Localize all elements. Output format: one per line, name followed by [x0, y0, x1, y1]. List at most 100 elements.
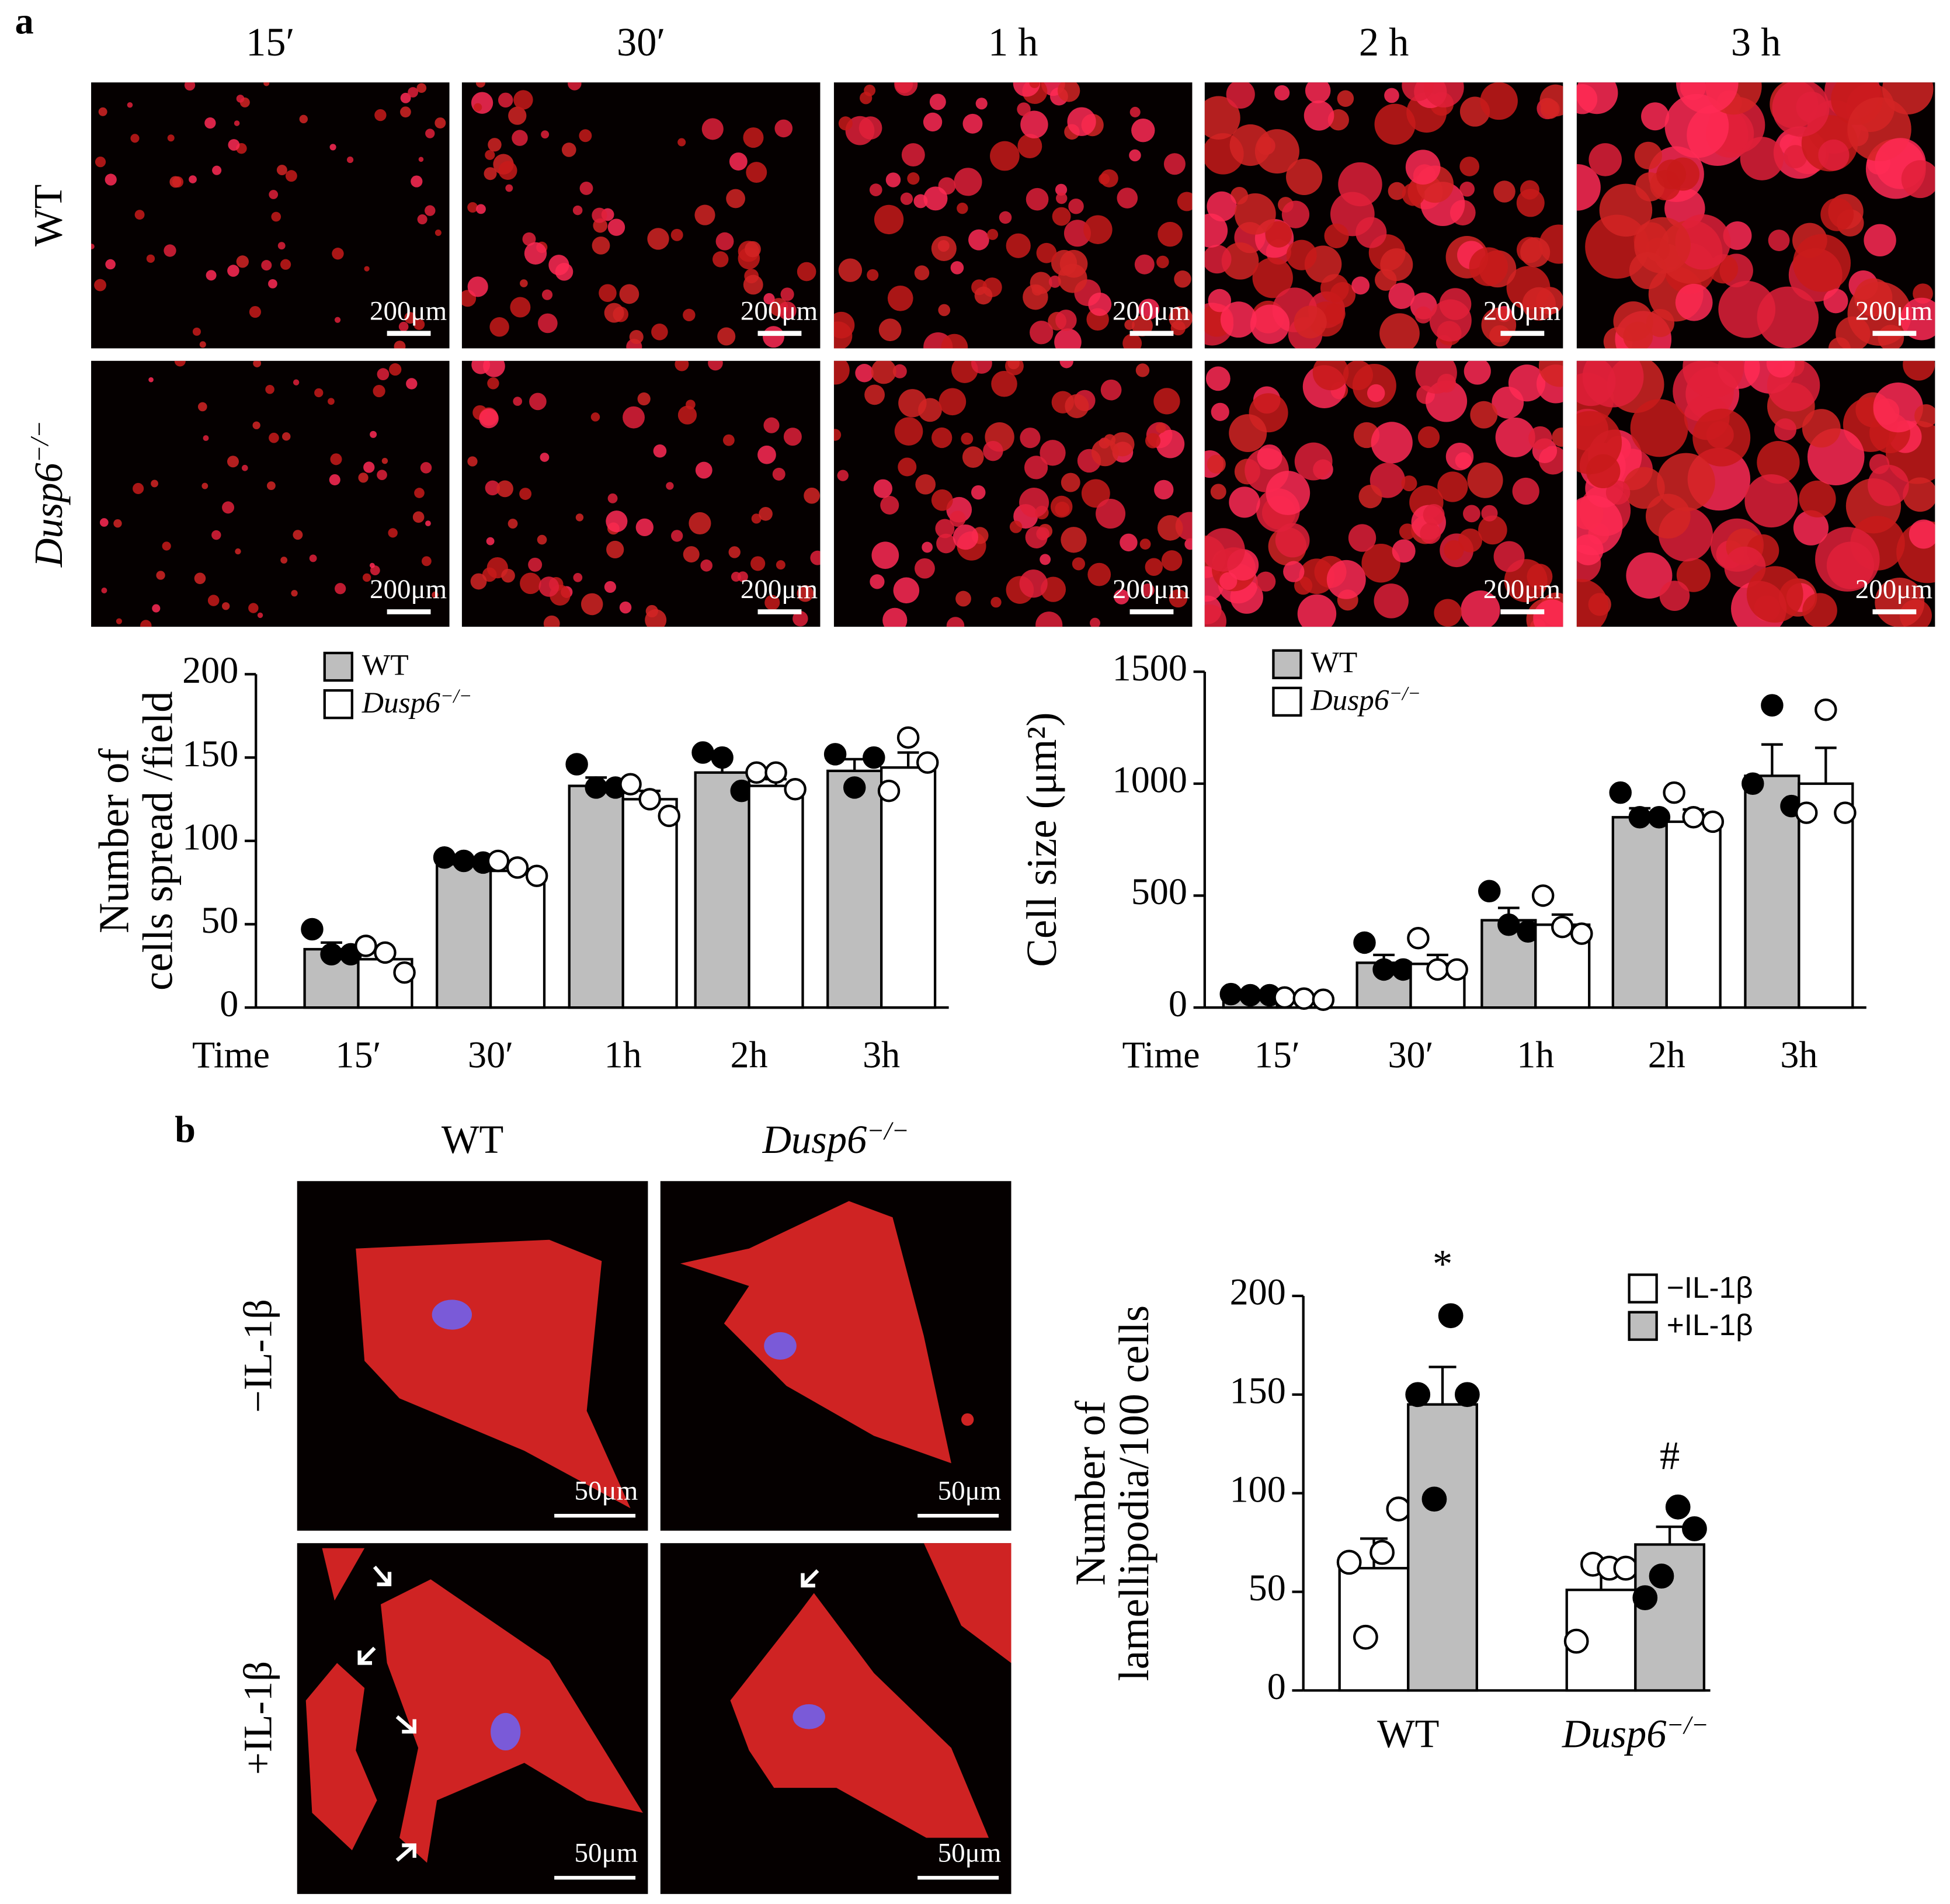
cell — [1538, 360, 1563, 387]
data-point — [525, 864, 548, 887]
cell — [686, 399, 696, 409]
data-point — [1563, 1628, 1589, 1654]
data-point — [1478, 880, 1501, 903]
cell — [743, 275, 763, 295]
data-point — [1761, 694, 1784, 717]
cell — [871, 360, 896, 384]
cell — [470, 573, 487, 590]
cell — [592, 237, 610, 255]
x-tick-label: 3h — [1780, 1034, 1817, 1075]
bar — [1407, 1403, 1478, 1692]
cell — [1417, 426, 1440, 449]
micrograph: 200μm — [1576, 360, 1935, 627]
data-point — [506, 856, 529, 879]
cell — [406, 378, 418, 390]
cell — [1096, 499, 1126, 529]
data-point — [1497, 913, 1520, 936]
data-point — [1353, 931, 1376, 954]
cell — [227, 265, 239, 277]
cell — [1283, 561, 1305, 582]
cell — [599, 284, 617, 303]
cell — [607, 493, 618, 503]
data-point — [1421, 1486, 1447, 1512]
scale-label: 200μm — [1483, 574, 1560, 604]
cell — [1768, 230, 1790, 251]
cell — [538, 313, 558, 333]
cell — [222, 501, 235, 514]
cell — [1467, 462, 1503, 498]
cell — [1114, 589, 1129, 604]
y-tick-label: 500 — [1131, 871, 1187, 912]
micrograph: 200μm — [91, 82, 450, 349]
cell — [651, 324, 668, 341]
text-part: Dusp6 — [1311, 683, 1389, 717]
cell — [1868, 464, 1909, 506]
cell — [1458, 528, 1482, 553]
cell — [334, 317, 341, 323]
cell — [772, 467, 785, 481]
cell — [1676, 558, 1711, 592]
cell — [207, 595, 220, 606]
legend-label: Dusp6−/− — [1311, 683, 1421, 717]
data-point — [1647, 806, 1671, 829]
cell — [276, 165, 287, 176]
y-tick-label: 1500 — [1113, 647, 1187, 689]
cell — [1459, 157, 1480, 176]
cell — [271, 211, 281, 222]
cell — [1205, 366, 1231, 391]
cell — [467, 456, 478, 467]
cell — [475, 82, 485, 88]
cell — [510, 297, 531, 318]
data-point — [1742, 772, 1764, 795]
scale-label: 200μm — [1483, 296, 1560, 326]
cell — [1266, 471, 1311, 515]
cell — [498, 161, 517, 180]
cell — [377, 368, 390, 380]
cell — [1275, 523, 1310, 558]
cell — [167, 134, 175, 142]
cell — [414, 488, 425, 498]
cell — [1254, 129, 1299, 174]
cell — [541, 130, 550, 139]
cell — [1793, 234, 1851, 292]
cell — [413, 318, 425, 331]
cell — [990, 596, 1002, 608]
cell — [1055, 501, 1070, 516]
bar — [748, 784, 804, 1009]
cell — [211, 530, 221, 540]
cell — [983, 440, 1003, 461]
cell — [488, 138, 502, 152]
cell — [1286, 158, 1323, 196]
cell — [227, 456, 239, 468]
cell — [898, 457, 917, 477]
cell — [1384, 88, 1399, 103]
cell — [1234, 193, 1276, 235]
cell — [1630, 399, 1688, 457]
cell — [199, 341, 206, 348]
cell — [677, 138, 686, 147]
cell — [780, 287, 794, 301]
data-point — [877, 779, 901, 802]
legend-swatch — [1628, 1311, 1658, 1341]
cell — [1605, 480, 1631, 505]
cell — [416, 83, 427, 93]
cell — [882, 607, 908, 627]
cell — [1423, 82, 1464, 107]
cell — [330, 453, 342, 465]
cell — [1402, 82, 1434, 102]
cell — [1740, 137, 1784, 180]
cell — [162, 541, 171, 551]
cell — [1326, 560, 1366, 599]
cell — [1090, 617, 1100, 627]
x-tick-label: WT — [1377, 1711, 1439, 1756]
cell — [285, 170, 297, 182]
cell — [425, 520, 431, 527]
cell — [212, 165, 222, 175]
data-point — [1682, 1516, 1707, 1541]
data-point — [585, 776, 607, 799]
cell — [261, 260, 272, 271]
cell — [329, 474, 340, 486]
data-point — [393, 961, 416, 984]
cell — [1129, 106, 1141, 117]
